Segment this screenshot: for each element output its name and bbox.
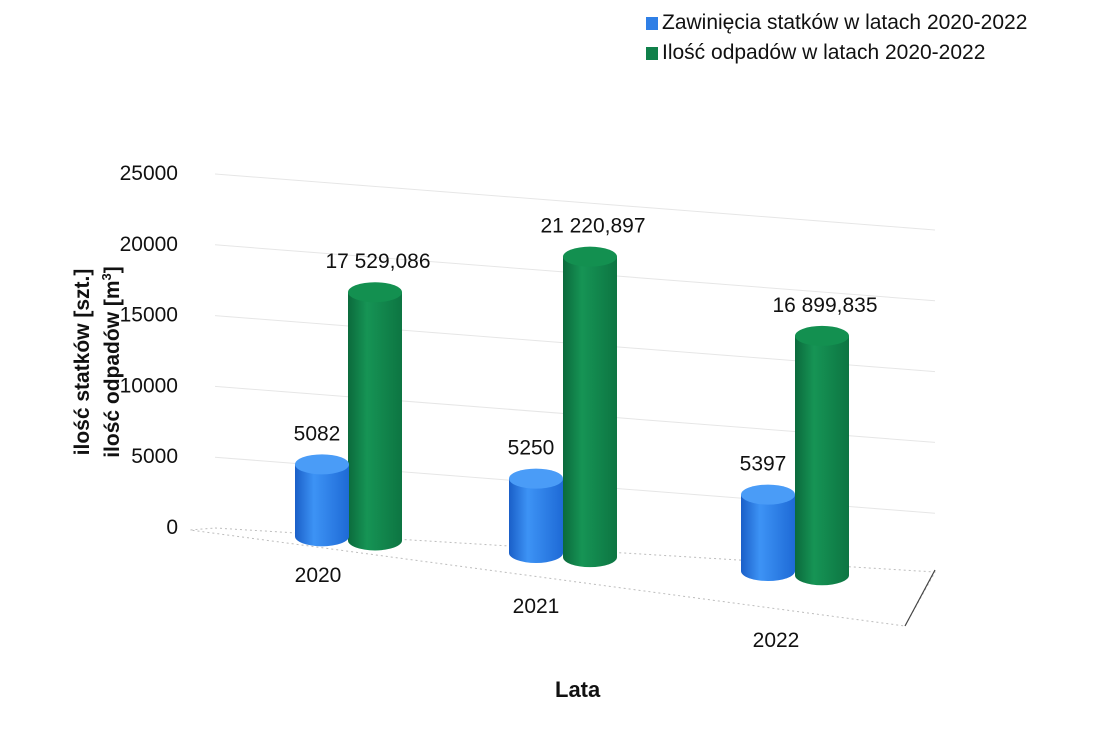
y-axis-label: ilość statków [szt.] ilość odpadów [m3] bbox=[71, 266, 125, 458]
bar-blue-2020 bbox=[295, 464, 349, 547]
y-axis-label-line1: ilość statków [szt.] bbox=[71, 268, 94, 456]
y-tick-label: 25000 bbox=[120, 162, 178, 185]
data-label-blue-2021: 5250 bbox=[508, 437, 555, 460]
bar-green-2022 bbox=[795, 335, 849, 586]
data-label-blue-2022: 5397 bbox=[740, 453, 787, 476]
x-tick-label-2020: 2020 bbox=[295, 564, 342, 587]
y-axis-label-line2: ilość odpadów [m3] bbox=[99, 266, 124, 458]
x-tick-label-2022: 2022 bbox=[753, 629, 800, 652]
data-label-blue-2020: 5082 bbox=[294, 422, 341, 445]
gridline bbox=[214, 173, 936, 231]
bar-green-2020 bbox=[348, 292, 402, 551]
bar-blue-2021 bbox=[509, 478, 563, 563]
x-axis-label: Lata bbox=[555, 677, 601, 702]
legend-item-ship-calls: Zawinięcia statków w latach 2020-2022 bbox=[646, 8, 1027, 38]
legend-label-ship-calls: Zawinięcia statków w latach 2020-2022 bbox=[662, 11, 1028, 34]
bar-top-blue-2021 bbox=[509, 468, 563, 489]
y-tick-label: 15000 bbox=[120, 304, 178, 327]
y-tick-label: 20000 bbox=[120, 233, 178, 256]
legend-item-waste: Ilość odpadów w latach 2020-2022 bbox=[646, 38, 1027, 68]
bar-top-green-2022 bbox=[795, 325, 849, 346]
y-tick-label: 5000 bbox=[131, 445, 178, 468]
y-tick-label: 0 bbox=[166, 516, 178, 539]
bar-top-green-2021 bbox=[563, 246, 617, 267]
data-label-green-2021: 21 220,897 bbox=[540, 215, 645, 238]
bar-green-2021 bbox=[563, 256, 617, 568]
data-label-green-2020: 17 529,086 bbox=[325, 250, 430, 273]
bar-top-green-2020 bbox=[348, 282, 402, 303]
plot-floor bbox=[189, 527, 936, 627]
y-tick-label: 10000 bbox=[120, 374, 178, 397]
bar-blue-2022 bbox=[741, 494, 795, 582]
floor-right-edge bbox=[904, 569, 936, 627]
x-tick-label-2021: 2021 bbox=[513, 595, 560, 618]
data-label-green-2022: 16 899,835 bbox=[772, 294, 877, 317]
bar-top-blue-2022 bbox=[741, 484, 795, 505]
bar-top-blue-2020 bbox=[295, 454, 349, 475]
legend-label-waste: Ilość odpadów w latach 2020-2022 bbox=[662, 41, 986, 64]
legend-swatch-blue bbox=[646, 16, 658, 30]
chart-legend: Zawinięcia statków w latach 2020-2022 Il… bbox=[646, 8, 1027, 68]
legend-swatch-green bbox=[646, 46, 658, 60]
